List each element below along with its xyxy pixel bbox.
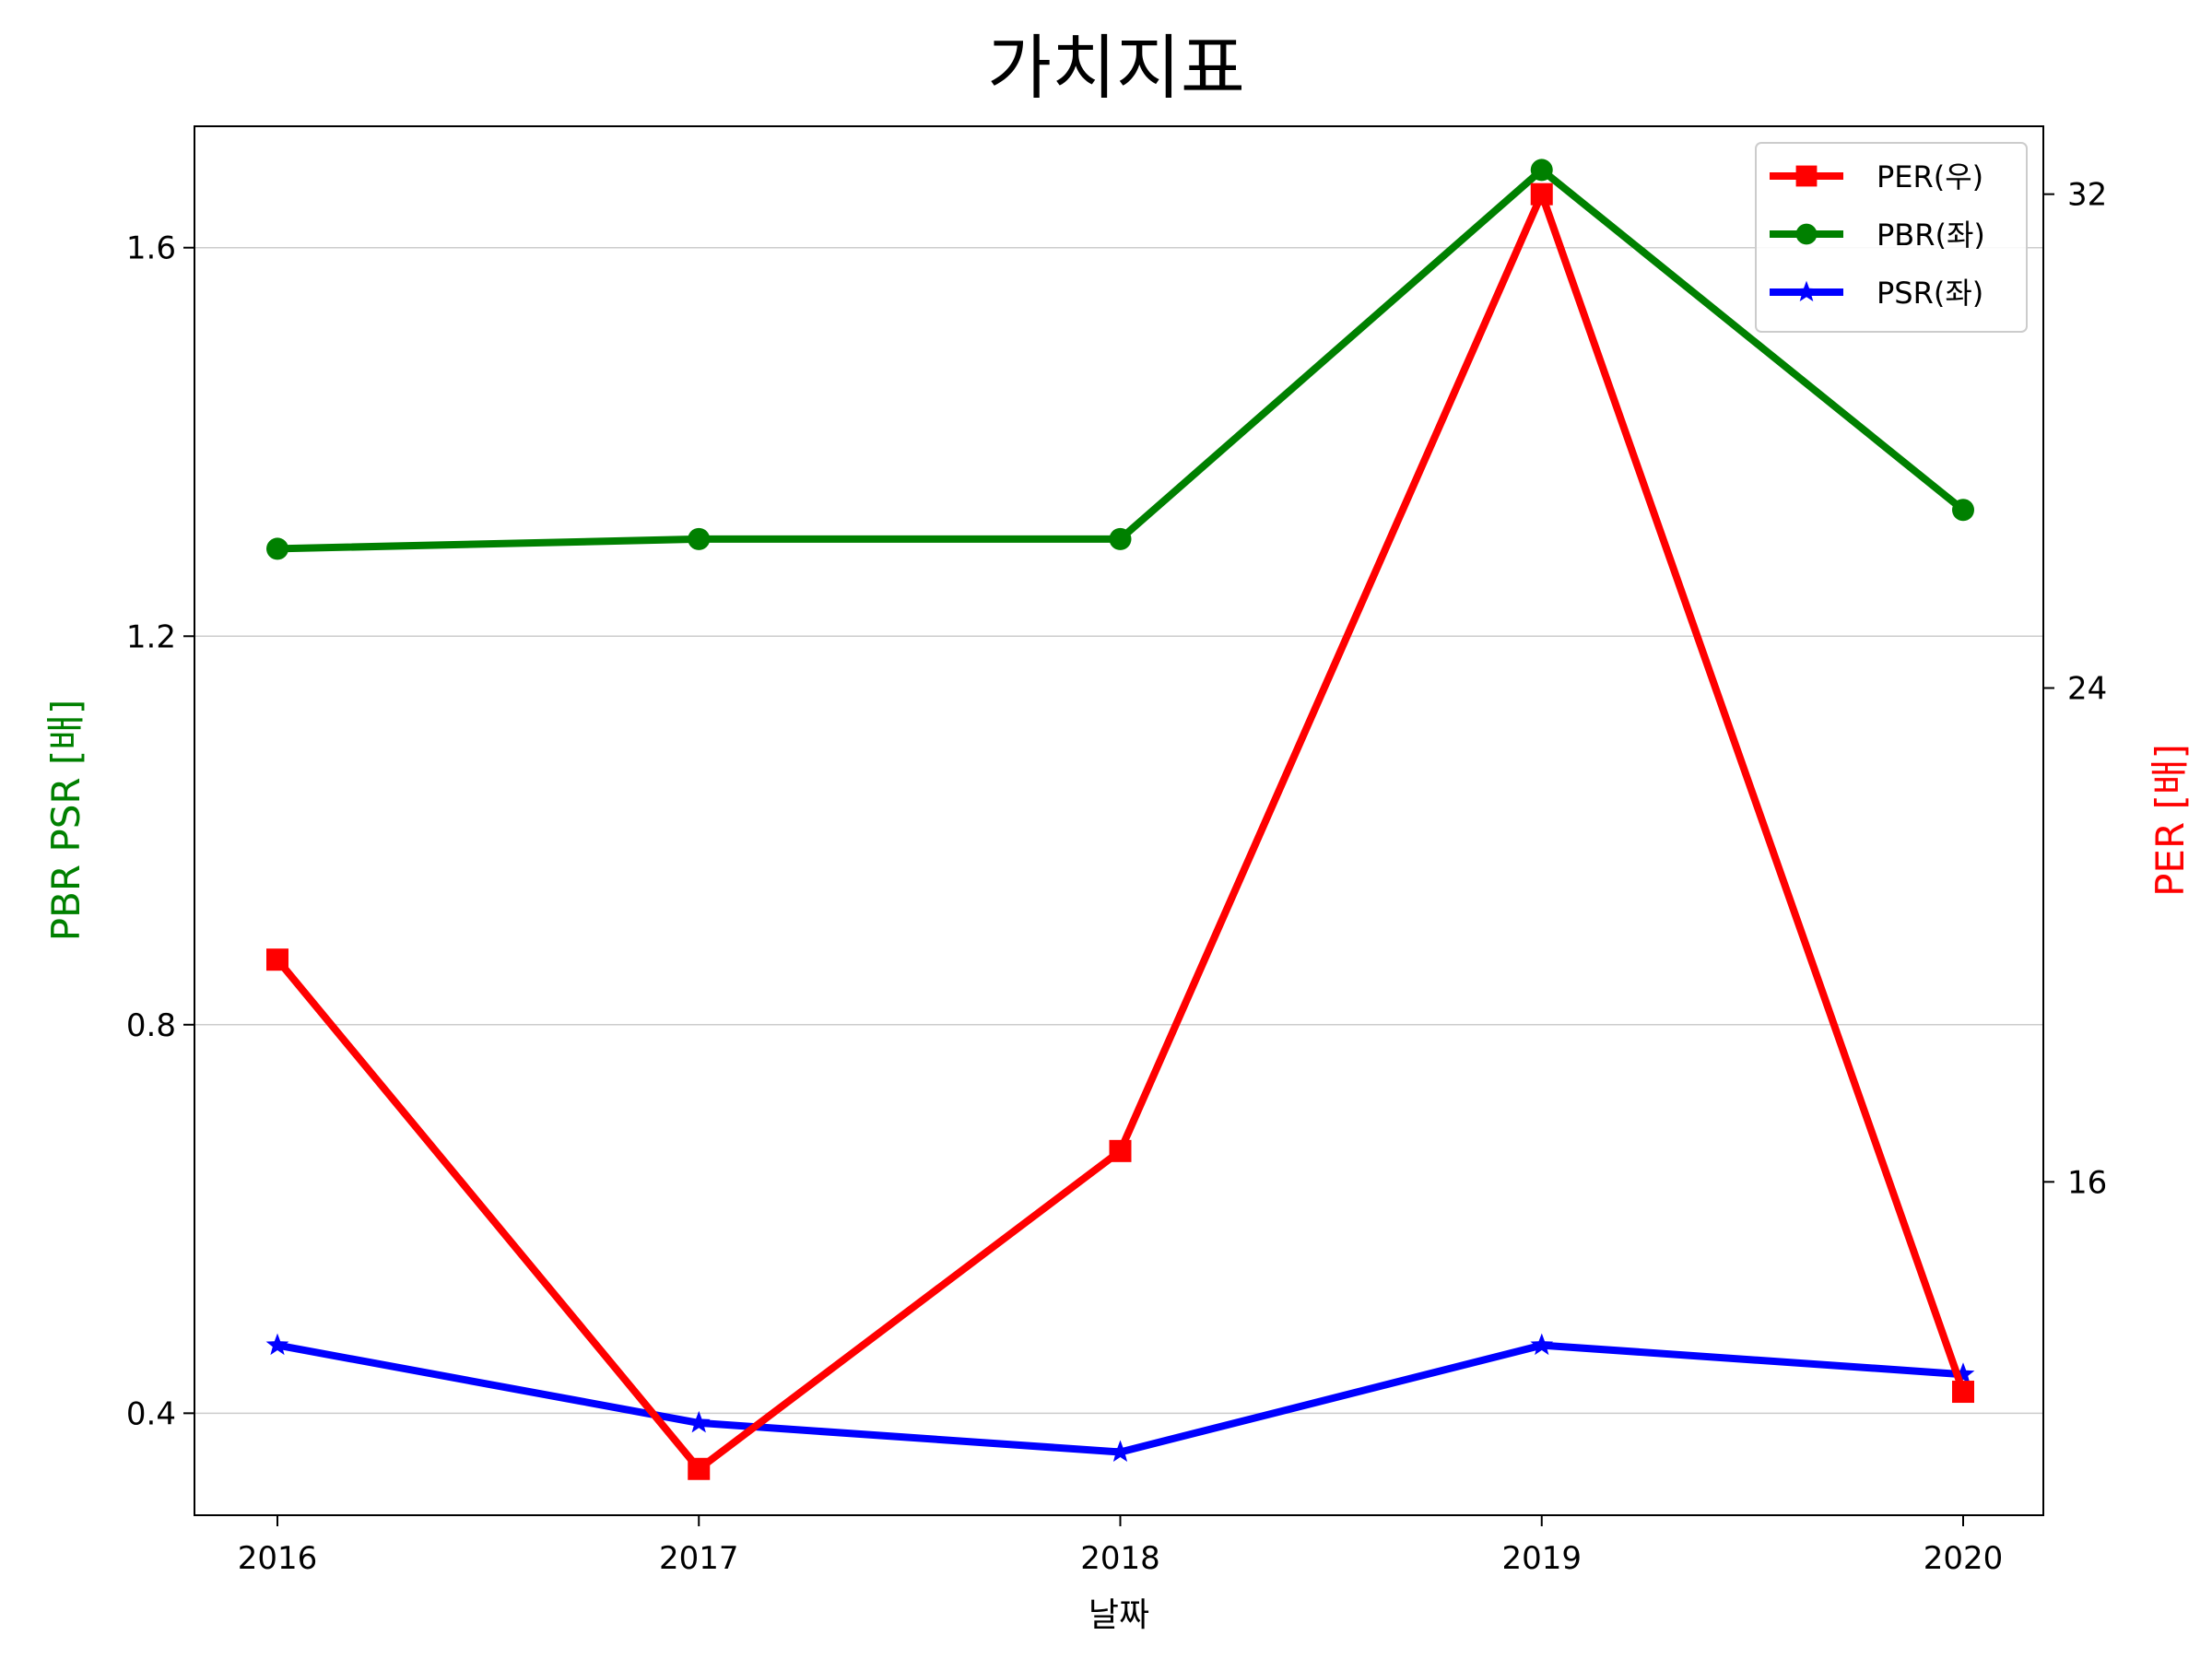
- y-axis-right-label: PER [배]: [2147, 744, 2193, 897]
- chart-title: 가치지표: [987, 27, 1245, 109]
- x-tick-label: 2016: [238, 1540, 318, 1577]
- data-point: [1530, 182, 1553, 206]
- legend-entry: PSR(좌): [1770, 276, 1983, 311]
- legend-label: PSR(좌): [1877, 276, 1983, 311]
- data-point: [688, 1457, 711, 1480]
- legend-marker: [1795, 280, 1818, 301]
- data-point: [1109, 527, 1132, 550]
- x-tick-label: 2020: [1924, 1540, 2004, 1577]
- data-point: [1530, 1333, 1554, 1356]
- data-point: [1530, 159, 1553, 182]
- data-point: [1109, 1440, 1132, 1462]
- x-tick-label: 2017: [659, 1540, 739, 1577]
- legend-entries: PER(우) PBR(좌) PSR(좌): [1770, 159, 1985, 311]
- legend-marker: [1795, 165, 1818, 187]
- series-star: [265, 1333, 1975, 1462]
- legend-box: [1755, 142, 2028, 333]
- legend-entry: PBR(좌): [1770, 218, 1985, 253]
- y-right-tick-label: 16: [2067, 1164, 2107, 1201]
- legend-entry: PER(우): [1770, 159, 1983, 194]
- y-right-tick-label: 24: [2067, 670, 2107, 707]
- data-point: [266, 948, 288, 971]
- y-left-tick-label: 0.4: [126, 1395, 176, 1432]
- legend-label: PBR(좌): [1877, 218, 1985, 253]
- axes: 0.4 0.8 1.2 1.6 16 24 32 2016 2017 2018 2019 2020: [126, 177, 2107, 1577]
- data-point: [1952, 1381, 1974, 1404]
- y-axis-left-label: PBR PSR [배]: [43, 700, 88, 942]
- data-point: [688, 527, 711, 550]
- data-point: [1952, 499, 1974, 522]
- data-point: [266, 537, 288, 560]
- gridlines: [194, 246, 2043, 1415]
- data-point: [1951, 1362, 1975, 1384]
- data-point: [687, 1410, 711, 1433]
- data-point: [1109, 1139, 1132, 1162]
- legend-label: PER(우): [1877, 159, 1983, 194]
- legend: PER(우) PBR(좌) PSR(좌): [1755, 142, 2028, 333]
- y-left-tick-label: 1.2: [126, 618, 176, 655]
- series-square: [266, 182, 1974, 1480]
- plot-frame: [194, 125, 2044, 1516]
- y-right-tick-label: 32: [2067, 177, 2107, 214]
- x-tick-label: 2019: [1501, 1540, 1582, 1577]
- y-left-tick-label: 1.6: [126, 230, 176, 267]
- x-axis-label: 날짜: [1088, 1596, 1149, 1634]
- data-point: [265, 1333, 289, 1356]
- legend-marker: [1795, 223, 1818, 245]
- series-layer: [265, 159, 1975, 1480]
- y-left-tick-label: 0.8: [126, 1007, 176, 1044]
- x-tick-label: 2018: [1080, 1540, 1160, 1577]
- series-circle: [266, 159, 1974, 560]
